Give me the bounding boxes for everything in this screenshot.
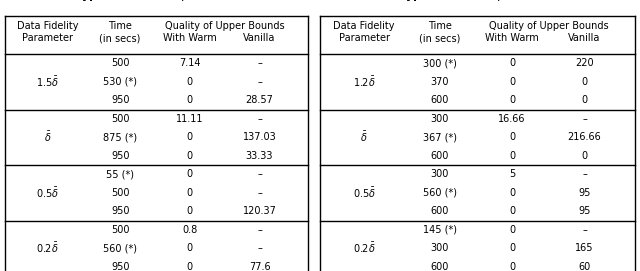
- Text: 600: 600: [431, 206, 449, 216]
- Text: 560 (*): 560 (*): [422, 188, 457, 198]
- Text: –: –: [257, 77, 262, 87]
- Text: 28.57: 28.57: [246, 95, 273, 105]
- Text: 370: 370: [431, 77, 449, 87]
- Text: 300 (*): 300 (*): [423, 58, 456, 68]
- Text: 0: 0: [187, 243, 193, 253]
- Text: –: –: [257, 58, 262, 68]
- Text: –: –: [257, 225, 262, 235]
- Text: 500: 500: [111, 58, 129, 68]
- Text: 60: 60: [579, 262, 591, 271]
- Text: 0.8: 0.8: [182, 225, 198, 235]
- Text: Time: Time: [108, 21, 132, 31]
- Text: (in secs): (in secs): [99, 33, 141, 43]
- Text: 0: 0: [187, 77, 193, 87]
- Text: Vanilla: Vanilla: [568, 33, 601, 43]
- Text: Data Fidelity: Data Fidelity: [17, 21, 78, 31]
- Text: 950: 950: [111, 206, 129, 216]
- Text: 5: 5: [509, 169, 515, 179]
- Text: 0: 0: [509, 151, 515, 161]
- Text: $\bar{\delta}$: $\bar{\delta}$: [360, 130, 368, 144]
- Text: 1.2$\bar{\delta}$: 1.2$\bar{\delta}$: [353, 75, 376, 89]
- Text: Vanilla: Vanilla: [243, 33, 276, 43]
- Text: 500: 500: [111, 114, 129, 124]
- Text: 0: 0: [509, 206, 515, 216]
- Text: 0: 0: [187, 169, 193, 179]
- Text: Time: Time: [428, 21, 452, 31]
- Text: 0: 0: [187, 95, 193, 105]
- Text: –: –: [257, 114, 262, 124]
- Text: 0: 0: [509, 243, 515, 253]
- Text: 165: 165: [575, 243, 594, 253]
- Text: 0: 0: [187, 206, 193, 216]
- Text: 0: 0: [582, 77, 588, 87]
- Text: 0: 0: [509, 95, 515, 105]
- Text: 1.5$\bar{\delta}$: 1.5$\bar{\delta}$: [36, 75, 59, 89]
- Text: 0: 0: [582, 95, 588, 105]
- Text: 7.14: 7.14: [179, 58, 200, 68]
- Text: 0: 0: [187, 188, 193, 198]
- Text: With Warm: With Warm: [485, 33, 539, 43]
- Text: 216.66: 216.66: [568, 132, 602, 142]
- Text: Parameter: Parameter: [22, 33, 73, 43]
- Text: 33.33: 33.33: [246, 151, 273, 161]
- Text: 950: 950: [111, 151, 129, 161]
- Text: 77.6: 77.6: [249, 262, 270, 271]
- Text: 0: 0: [187, 151, 193, 161]
- Text: 0: 0: [509, 132, 515, 142]
- Text: 600: 600: [431, 95, 449, 105]
- Text: $\bar{\delta}$: $\bar{\delta}$: [44, 130, 51, 144]
- Text: 950: 950: [111, 262, 129, 271]
- Text: 220: 220: [575, 58, 594, 68]
- Text: 950: 950: [111, 95, 129, 105]
- Text: 600: 600: [431, 262, 449, 271]
- Text: 0: 0: [509, 77, 515, 87]
- Text: –: –: [257, 243, 262, 253]
- Text: 137.03: 137.03: [243, 132, 276, 142]
- Text: 875 (*): 875 (*): [103, 132, 137, 142]
- Text: 55 (*): 55 (*): [106, 169, 134, 179]
- Text: 0: 0: [509, 225, 515, 235]
- Text: Quality of Upper Bounds: Quality of Upper Bounds: [488, 21, 608, 31]
- Text: 500: 500: [111, 225, 129, 235]
- Text: –: –: [257, 169, 262, 179]
- Text: 0: 0: [509, 188, 515, 198]
- Text: $\mathbf{Type\text{-}4}$ (n = 58, p = 2000): $\mathbf{Type\text{-}4}$ (n = 58, p = 20…: [397, 0, 557, 3]
- Text: 120.37: 120.37: [243, 206, 276, 216]
- Text: 500: 500: [111, 188, 129, 198]
- Text: Quality of Upper Bounds: Quality of Upper Bounds: [165, 21, 285, 31]
- Text: (in secs): (in secs): [419, 33, 460, 43]
- Text: –: –: [582, 225, 587, 235]
- Text: –: –: [257, 188, 262, 198]
- Text: Parameter: Parameter: [339, 33, 390, 43]
- Text: With Warm: With Warm: [163, 33, 217, 43]
- Text: 16.66: 16.66: [499, 114, 526, 124]
- Text: 367 (*): 367 (*): [422, 132, 457, 142]
- Text: 95: 95: [579, 188, 591, 198]
- Text: 11.11: 11.11: [176, 114, 204, 124]
- Text: 95: 95: [579, 206, 591, 216]
- Text: 300: 300: [431, 243, 449, 253]
- Text: 300: 300: [431, 114, 449, 124]
- Text: –: –: [582, 114, 587, 124]
- Text: –: –: [582, 169, 587, 179]
- Text: 0.2$\bar{\delta}$: 0.2$\bar{\delta}$: [353, 241, 376, 255]
- Text: $\mathbf{Type\text{-}3}$ (n = 600, p = 2000): $\mathbf{Type\text{-}3}$ (n = 600, p = 2…: [72, 0, 241, 3]
- Text: 0: 0: [582, 151, 588, 161]
- Text: 0.5$\bar{\delta}$: 0.5$\bar{\delta}$: [36, 186, 59, 200]
- Text: 0: 0: [509, 58, 515, 68]
- Text: 145 (*): 145 (*): [422, 225, 457, 235]
- Text: 300: 300: [431, 169, 449, 179]
- Text: Data Fidelity: Data Fidelity: [333, 21, 395, 31]
- Text: 0.2$\bar{\delta}$: 0.2$\bar{\delta}$: [36, 241, 59, 255]
- Text: 0: 0: [187, 132, 193, 142]
- Text: 560 (*): 560 (*): [103, 243, 137, 253]
- Text: 0: 0: [509, 262, 515, 271]
- Text: 0.5$\bar{\delta}$: 0.5$\bar{\delta}$: [353, 186, 376, 200]
- Text: 0: 0: [187, 262, 193, 271]
- Text: 600: 600: [431, 151, 449, 161]
- Text: 530 (*): 530 (*): [103, 77, 137, 87]
